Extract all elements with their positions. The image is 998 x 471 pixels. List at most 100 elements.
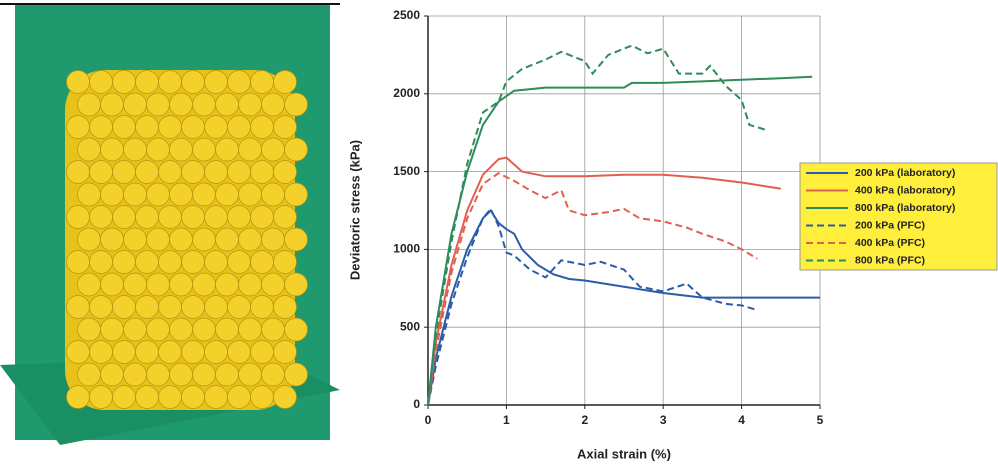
sphere [250,250,274,274]
sphere [89,205,113,229]
x-tick-label: 2 [581,413,588,427]
sphere [227,205,251,229]
sphere [169,362,193,387]
sphere [89,250,113,274]
sphere [250,340,274,364]
sphere [261,92,285,117]
sphere [181,205,205,229]
sphere [238,227,262,252]
sphere [112,160,136,184]
sphere [261,182,285,207]
sphere [215,272,239,297]
sphere [192,317,216,342]
sphere [100,227,124,252]
sphere [261,227,285,252]
sphere [192,137,216,162]
series-line [427,44,766,406]
sphere [284,362,308,387]
sphere [215,227,239,252]
sphere [112,340,136,364]
sphere [192,92,216,117]
sphere [112,385,136,409]
sphere [284,182,308,207]
sphere [66,385,90,409]
sphere [261,317,285,342]
sphere [250,385,274,409]
legend-label: 800 kPa (laboratory) [855,202,955,214]
sphere [146,92,170,117]
sphere [66,205,90,229]
sphere [158,250,182,274]
sphere [169,272,193,297]
sphere [227,70,251,94]
sphere [77,272,101,297]
sphere [77,362,101,387]
legend-label: 400 kPa (PFC) [855,237,925,249]
sphere [181,340,205,364]
sphere [66,340,90,364]
sphere [284,92,308,117]
legend-box [799,162,998,271]
sphere [273,205,297,229]
sphere [204,295,228,319]
sphere [227,385,251,409]
sphere [250,205,274,229]
y-axis-label: Deviatoric stress (kPa) [347,140,362,280]
sphere [273,295,297,319]
sphere [146,272,170,297]
sphere [66,115,90,139]
sphere [100,362,124,387]
sphere [100,272,124,297]
sphere [181,385,205,409]
sphere [158,340,182,364]
sphere [192,272,216,297]
sphere [250,160,274,184]
sphere [123,227,147,252]
sphere [135,70,159,94]
sphere [158,115,182,139]
sphere [204,115,228,139]
sphere [204,340,228,364]
sphere [123,362,147,387]
sphere [135,295,159,319]
sphere [77,182,101,207]
x-tick-label: 1 [503,413,510,427]
sphere [215,362,239,387]
sphere [204,250,228,274]
y-tick-label: 2000 [393,86,420,100]
sphere [192,362,216,387]
sphere [100,137,124,162]
sphere [146,137,170,162]
sphere [100,92,124,117]
sphere [204,160,228,184]
sphere [123,317,147,342]
sphere [227,340,251,364]
sphere [146,227,170,252]
sphere [261,137,285,162]
sphere [227,250,251,274]
sphere [181,70,205,94]
sphere [273,385,297,409]
legend-label: 200 kPa (PFC) [855,219,925,231]
sphere [77,137,101,162]
sphere [158,295,182,319]
sphere [192,227,216,252]
sphere [169,317,193,342]
sphere [89,160,113,184]
sphere [112,70,136,94]
sphere [66,160,90,184]
sphere [215,182,239,207]
x-tick-label: 0 [425,413,432,427]
sphere [135,385,159,409]
y-tick-label: 2500 [393,8,420,22]
sphere [112,295,136,319]
sphere [146,362,170,387]
y-tick-label: 500 [400,319,420,333]
sphere [284,317,308,342]
sphere [181,295,205,319]
sphere [112,205,136,229]
sphere [66,295,90,319]
sphere [169,137,193,162]
sphere [158,160,182,184]
sphere [89,295,113,319]
